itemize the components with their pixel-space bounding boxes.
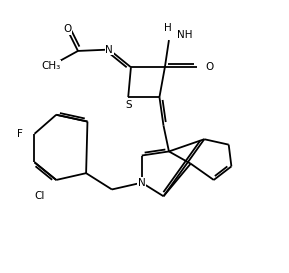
Text: H: H: [164, 23, 171, 33]
Text: S: S: [125, 100, 131, 110]
Text: F: F: [17, 129, 23, 139]
Text: O: O: [63, 24, 71, 34]
Text: Cl: Cl: [35, 191, 45, 201]
Text: N: N: [138, 178, 146, 188]
Text: CH₃: CH₃: [41, 61, 60, 71]
Text: O: O: [205, 62, 214, 72]
Text: N: N: [105, 44, 113, 55]
Text: NH: NH: [177, 30, 192, 40]
